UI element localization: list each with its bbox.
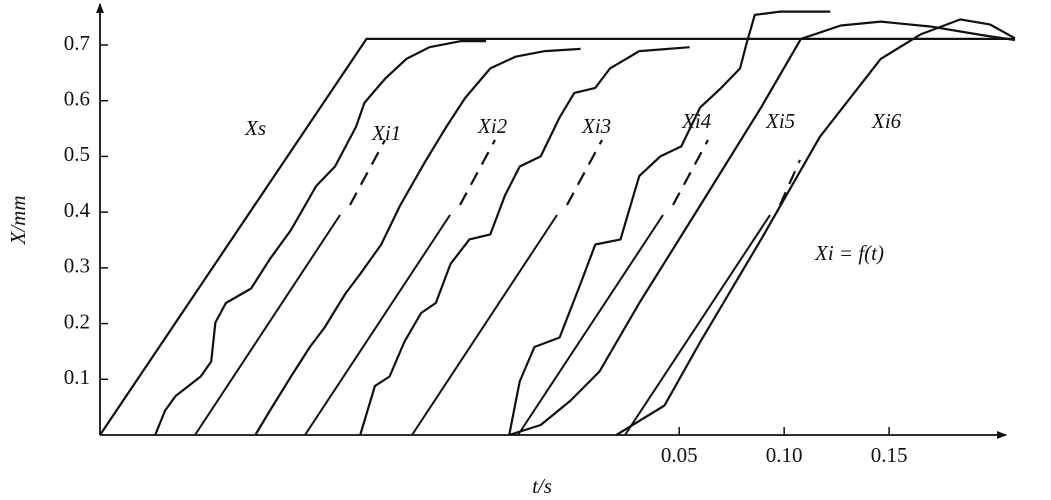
- series-label: Xs: [244, 116, 266, 140]
- y-tick-label: 0.1: [64, 365, 90, 389]
- series-line: [508, 20, 1016, 437]
- y-tick-label: 0.3: [64, 254, 90, 278]
- x-tick-label: 0.10: [766, 443, 803, 467]
- x-axis-label: t/s: [532, 474, 552, 498]
- series-label: Xi2: [477, 114, 508, 138]
- series-label: Xi1: [371, 121, 401, 145]
- y-axis-label: X/mm: [6, 196, 30, 246]
- x-tick-label: 0.15: [871, 443, 908, 467]
- series-line: [154, 40, 487, 436]
- x-tick-label: 0.05: [661, 443, 698, 467]
- series-line: [615, 18, 1016, 436]
- series-label: Xi5: [765, 109, 795, 133]
- series-label: Xi4: [681, 109, 712, 133]
- series-label: Xi6: [871, 109, 902, 133]
- y-tick-label: 0.6: [64, 87, 90, 111]
- annotation: Xi = f(t): [814, 241, 884, 265]
- y-tick-label: 0.7: [64, 31, 90, 55]
- series-line: [359, 46, 690, 436]
- guide-lines: [194, 139, 802, 436]
- series-line: [254, 47, 581, 436]
- series-label: Xi3: [581, 114, 611, 138]
- y-tick-label: 0.4: [64, 198, 91, 222]
- y-tick-label: 0.2: [64, 309, 90, 333]
- series-line: [508, 10, 831, 436]
- series-line: [99, 37, 1015, 436]
- y-tick-label: 0.5: [64, 142, 90, 166]
